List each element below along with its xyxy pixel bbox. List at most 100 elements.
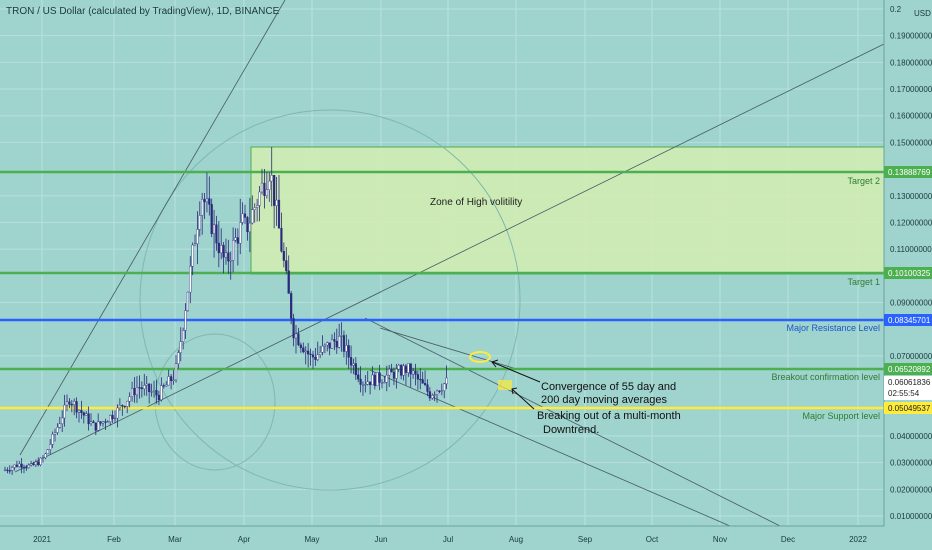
candle-body	[433, 394, 436, 396]
large-circle-drawing	[139, 109, 521, 491]
candle-body	[229, 260, 232, 262]
currency-label: USD	[914, 9, 931, 18]
y-tick-label: 0.09000000	[890, 299, 932, 308]
candle-body	[196, 229, 199, 245]
candle-body	[109, 415, 112, 422]
price-tag-target1-text: 0.10100325	[888, 269, 931, 278]
candle-body	[133, 388, 136, 396]
candle-body	[241, 213, 244, 223]
breakout-marker[interactable]	[498, 380, 512, 390]
y-tick-label: 0.15000000	[890, 138, 932, 147]
candle-body	[290, 293, 293, 319]
candle-body	[328, 342, 331, 349]
candle-body	[227, 252, 230, 262]
candle-body	[182, 330, 185, 342]
candle-body	[121, 405, 124, 407]
target1-label: Target 1	[847, 277, 880, 287]
candle-body	[65, 401, 69, 406]
candle-body	[311, 354, 315, 358]
y-tick-label: 0.2	[890, 5, 902, 14]
time-axis	[0, 526, 932, 550]
candle-body	[186, 291, 189, 311]
candle-body	[97, 421, 100, 431]
candle-body	[414, 370, 417, 375]
candle-body	[152, 390, 156, 392]
candle-body	[191, 244, 194, 267]
candle-body	[323, 344, 326, 347]
candle-body	[113, 417, 117, 420]
candle-body	[198, 215, 201, 230]
candle-body	[51, 434, 54, 445]
candle-body	[20, 463, 23, 468]
price-tag-current-text: 0.06061836	[888, 378, 931, 387]
candle-body	[160, 385, 163, 401]
candle-body	[273, 175, 276, 206]
candle-body	[297, 333, 300, 346]
candle-body	[340, 335, 343, 337]
candle-body	[400, 365, 403, 376]
x-tick-label: Jul	[443, 535, 453, 544]
annotation-arrows	[491, 359, 541, 410]
candle-body	[85, 413, 88, 416]
candle-body	[53, 432, 57, 435]
candle-body	[385, 374, 388, 383]
y-tick-label: 0.01000000	[890, 512, 932, 521]
candle-body	[366, 381, 369, 385]
candle-body	[445, 377, 448, 385]
candle-body	[345, 345, 348, 352]
candle-body	[258, 191, 261, 206]
candle-body	[395, 368, 398, 379]
candle-body	[116, 407, 119, 419]
candle-body	[32, 463, 35, 466]
candle-body	[39, 457, 42, 466]
candle-body	[157, 394, 161, 401]
candle-body	[380, 382, 384, 384]
candle-body	[239, 222, 242, 244]
target2-label: Target 2	[847, 176, 880, 186]
candle-body	[41, 457, 45, 459]
candle-body	[18, 463, 21, 467]
candle-body	[443, 383, 446, 391]
candle-body	[106, 421, 109, 423]
candle-body	[189, 266, 192, 293]
candle-body	[150, 391, 153, 393]
candle-body	[440, 390, 443, 392]
candle-body	[426, 384, 429, 392]
candle-body	[359, 378, 362, 385]
candle-body	[270, 175, 273, 182]
candle-body	[87, 413, 90, 425]
candle-body	[260, 182, 264, 193]
candle-body	[49, 444, 52, 450]
y-tick-label: 0.03000000	[890, 459, 932, 468]
price-tag-target1: 0.10100325	[884, 267, 932, 279]
candle-body	[46, 449, 49, 455]
candle-body	[352, 363, 355, 366]
candle-body	[421, 379, 424, 384]
candle-body	[333, 339, 336, 342]
convergence-marker[interactable]	[469, 351, 491, 363]
x-tick-label: 2021	[33, 535, 51, 544]
y-tick-label: 0.07000000	[890, 352, 932, 361]
y-tick-label: 0.04000000	[890, 432, 932, 441]
candle-body	[248, 222, 251, 233]
candle-body	[330, 339, 334, 349]
candle-body	[63, 404, 66, 419]
candle-body	[56, 427, 59, 433]
x-tick-label: Dec	[781, 535, 795, 544]
candle-body	[234, 237, 237, 241]
time-axis-ticks: 2021 Feb Mar Apr May Jun Jul Aug Sep Oct Nov Dec 202…	[33, 535, 867, 544]
candle-body	[75, 401, 78, 413]
candle-body	[170, 376, 173, 382]
candle-body	[177, 352, 180, 364]
candle-body	[431, 395, 434, 399]
candle-body	[13, 464, 16, 468]
candle-body	[77, 409, 81, 413]
candle-body	[354, 363, 357, 376]
x-tick-label: Jun	[375, 535, 388, 544]
candle-body	[285, 260, 288, 272]
candle-body	[265, 189, 268, 196]
x-tick-label: Nov	[713, 535, 727, 544]
price-axis-ticks: 0.2 0.19000000 0.18000000 0.17000000 0.16000…	[890, 5, 932, 521]
resistance-label: Major Resistance Level	[786, 323, 880, 333]
